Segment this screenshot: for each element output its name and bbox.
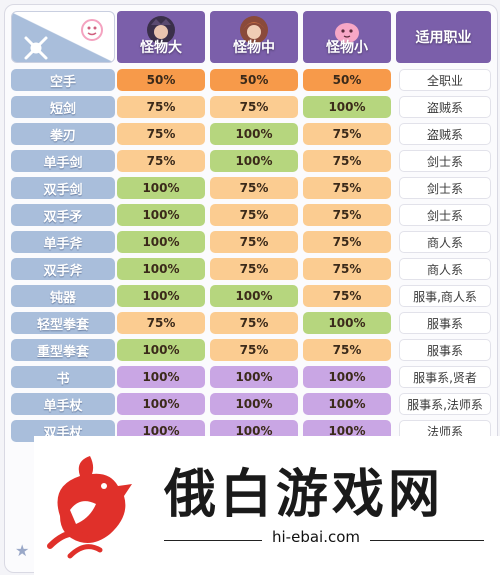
watermark-banner: 俄白游戏网 hi-ebai.com: [34, 436, 500, 575]
modifier-cell: 75%: [210, 231, 298, 253]
table-row: 双手矛 100% 75% 75% 剑士系: [5, 204, 497, 228]
weapon-name: 轻型拳套: [11, 312, 115, 334]
weapon-name: 空手: [11, 69, 115, 91]
modifier-cell: 75%: [117, 312, 205, 334]
modifier-cell: 100%: [303, 312, 391, 334]
modifier-cell: 100%: [210, 366, 298, 388]
modifier-cell: 100%: [117, 339, 205, 361]
table-row: 书 100% 100% 100% 服事系,贤者: [5, 366, 497, 390]
column-label: 怪物中: [233, 40, 275, 56]
weapon-name: 单手斧: [11, 231, 115, 253]
column-header-small: 怪物小: [303, 11, 391, 63]
job-cell: 商人系: [399, 258, 491, 280]
table-row: 单手剑 75% 100% 75% 剑士系: [5, 150, 497, 174]
job-header-label: 适用职业: [415, 30, 472, 46]
modifier-cell: 75%: [303, 204, 391, 226]
job-cell: 剑士系: [399, 204, 491, 226]
column-label: 怪物大: [140, 40, 182, 56]
monster-medium-avatar-icon: [240, 16, 268, 44]
modifier-cell: 75%: [117, 150, 205, 172]
header-corner: [11, 11, 115, 63]
weapon-name: 钝器: [11, 285, 115, 307]
modifier-cell: 100%: [117, 204, 205, 226]
modifier-cell: 75%: [117, 96, 205, 118]
modifier-cell: 75%: [303, 231, 391, 253]
job-cell: 盗贼系: [399, 96, 491, 118]
modifier-cell: 100%: [117, 258, 205, 280]
modifier-cell: 75%: [210, 204, 298, 226]
modifier-cell: 75%: [210, 177, 298, 199]
table-row: 双手斧 100% 75% 75% 商人系: [5, 258, 497, 282]
column-header-large: 怪物大: [117, 11, 205, 63]
weapon-name: 单手杖: [11, 393, 115, 415]
modifier-cell: 75%: [303, 258, 391, 280]
weapon-name: 双手剑: [11, 177, 115, 199]
modifier-cell: 50%: [117, 69, 205, 91]
watermark-brand-text: 俄白游戏网: [164, 465, 445, 525]
monster-small-avatar-icon: [335, 23, 359, 43]
weapon-size-table: 怪物大 怪物中 怪物小 适用职业 空手 50% 50% 50% 全职业 短剑 75% 75% 1…: [4, 4, 498, 573]
modifier-cell: 100%: [210, 285, 298, 307]
column-header-medium: 怪物中: [210, 11, 298, 63]
watermark-url: hi-ebai.com: [262, 528, 371, 546]
modifier-cell: 75%: [303, 123, 391, 145]
modifier-cell: 100%: [210, 393, 298, 415]
job-cell: 全职业: [399, 69, 491, 91]
poring-icon: [81, 19, 103, 41]
weapon-name: 双手斧: [11, 258, 115, 280]
modifier-cell: 100%: [210, 150, 298, 172]
job-cell: 服事系,贤者: [399, 366, 491, 388]
weapon-name: 单手剑: [11, 150, 115, 172]
modifier-cell: 75%: [303, 150, 391, 172]
table-row: 钝器 100% 100% 75% 服事,商人系: [5, 285, 497, 309]
modifier-cell: 50%: [210, 69, 298, 91]
job-cell: 剑士系: [399, 150, 491, 172]
weapon-name: 拳刃: [11, 123, 115, 145]
monster-large-avatar-icon: [147, 16, 175, 44]
weapon-name: 重型拳套: [11, 339, 115, 361]
column-header-job: 适用职业: [396, 11, 491, 63]
crossed-swords-icon: [24, 36, 48, 60]
table-row: 重型拳套 100% 75% 75% 服事系: [5, 339, 497, 363]
table-row: 轻型拳套 75% 75% 100% 服事系: [5, 312, 497, 336]
job-cell: 服事,商人系: [399, 285, 491, 307]
modifier-cell: 75%: [303, 177, 391, 199]
table-row: 单手斧 100% 75% 75% 商人系: [5, 231, 497, 255]
weapon-name: 书: [11, 366, 115, 388]
job-cell: 服事系,法师系: [399, 393, 491, 415]
modifier-cell: 50%: [303, 69, 391, 91]
modifier-cell: 100%: [303, 96, 391, 118]
job-cell: 服事系: [399, 339, 491, 361]
modifier-cell: 100%: [210, 123, 298, 145]
table-row: 短剑 75% 75% 100% 盗贼系: [5, 96, 497, 120]
column-label: 怪物小: [326, 40, 368, 56]
modifier-cell: 100%: [117, 393, 205, 415]
table-row: 双手剑 100% 75% 75% 剑士系: [5, 177, 497, 201]
modifier-cell: 75%: [210, 258, 298, 280]
job-cell: 商人系: [399, 231, 491, 253]
modifier-cell: 100%: [117, 366, 205, 388]
modifier-cell: 75%: [303, 339, 391, 361]
modifier-cell: 100%: [117, 285, 205, 307]
modifier-cell: 100%: [117, 231, 205, 253]
modifier-cell: 75%: [210, 96, 298, 118]
modifier-cell: 100%: [303, 366, 391, 388]
modifier-cell: 75%: [210, 312, 298, 334]
modifier-cell: 75%: [117, 123, 205, 145]
weapon-name: 双手矛: [11, 204, 115, 226]
modifier-cell: 100%: [117, 177, 205, 199]
star-icon: ★: [15, 541, 30, 560]
table-row: 拳刃 75% 100% 75% 盗贼系: [5, 123, 497, 147]
modifier-cell: 100%: [303, 393, 391, 415]
rooster-logo-icon: [47, 456, 132, 559]
job-cell: 剑士系: [399, 177, 491, 199]
job-cell: 服事系: [399, 312, 491, 334]
modifier-cell: 75%: [210, 339, 298, 361]
table-row: 空手 50% 50% 50% 全职业: [5, 69, 497, 93]
table-row: 单手杖 100% 100% 100% 服事系,法师系: [5, 393, 497, 417]
table-header: 怪物大 怪物中 怪物小 适用职业: [5, 5, 497, 63]
modifier-cell: 75%: [303, 285, 391, 307]
job-cell: 盗贼系: [399, 123, 491, 145]
weapon-name: 短剑: [11, 96, 115, 118]
